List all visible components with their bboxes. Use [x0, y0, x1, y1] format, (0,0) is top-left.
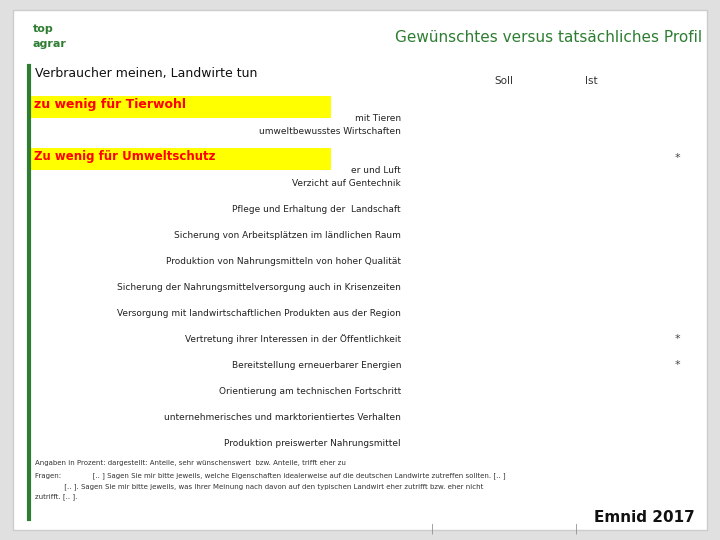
Text: umweltbewusstes Wirtschaften: umweltbewusstes Wirtschaften: [259, 127, 401, 136]
Text: Fragen:              [.. ] Sagen Sie mir bitte jeweils, welche Eigenschaften ide: Fragen: [.. ] Sagen Sie mir bitte jeweil…: [35, 472, 505, 478]
Text: *: *: [675, 360, 680, 370]
Text: Ist: Ist: [585, 76, 598, 86]
Text: agrar: agrar: [32, 39, 66, 49]
Text: [.. ]. Sagen Sie mir bitte jeweils, was Ihrer Meinung nach davon auf den typisch: [.. ]. Sagen Sie mir bitte jeweils, was …: [35, 483, 483, 490]
Text: mit Tieren: mit Tieren: [355, 114, 401, 123]
Text: top: top: [32, 24, 53, 35]
Text: Produktion preiswerter Nahrungsmittel: Produktion preiswerter Nahrungsmittel: [225, 439, 401, 448]
Text: Orientierung am technischen Fortschritt: Orientierung am technischen Fortschritt: [219, 387, 401, 396]
Text: Versorgung mit landwirtschaftlichen Produkten aus der Region: Versorgung mit landwirtschaftlichen Prod…: [117, 309, 401, 318]
Text: Angaben in Prozent: dargestellt: Anteile, sehr wünschenswert  bzw. Anteile, trif: Angaben in Prozent: dargestellt: Anteile…: [35, 460, 346, 466]
Text: Pflege und Erhaltung der  Landschaft: Pflege und Erhaltung der Landschaft: [233, 205, 401, 214]
Text: *: *: [675, 334, 680, 345]
Text: Produktion von Nahrungsmitteln von hoher Qualität: Produktion von Nahrungsmitteln von hoher…: [166, 257, 401, 266]
Text: Emnid 2017: Emnid 2017: [594, 510, 695, 525]
Text: Sicherung von Arbeitsplätzen im ländlichen Raum: Sicherung von Arbeitsplätzen im ländlich…: [174, 231, 401, 240]
Text: zu wenig für Tierwohl: zu wenig für Tierwohl: [34, 98, 186, 111]
Text: Gewünschtes versus tatsächliches Profil: Gewünschtes versus tatsächliches Profil: [395, 30, 702, 45]
Text: Verbraucher meinen, Landwirte tun: Verbraucher meinen, Landwirte tun: [35, 68, 257, 80]
Text: *: *: [675, 153, 680, 163]
Text: Zu wenig für Umweltschutz: Zu wenig für Umweltschutz: [34, 150, 215, 163]
Text: unternehmerisches und marktorientiertes Verhalten: unternehmerisches und marktorientiertes …: [164, 413, 401, 422]
Text: Bereitstellung erneuerbarer Energien: Bereitstellung erneuerbarer Energien: [232, 361, 401, 370]
Text: |: |: [431, 524, 433, 534]
Text: Soll: Soll: [495, 76, 513, 86]
Text: Sicherung der Nahrungsmittelversorgung auch in Krisenzeiten: Sicherung der Nahrungsmittelversorgung a…: [117, 283, 401, 292]
Text: Verzicht auf Gentechnik: Verzicht auf Gentechnik: [292, 179, 401, 188]
Text: zutrifft. [.. ].: zutrifft. [.. ].: [35, 494, 77, 500]
Text: |: |: [575, 524, 577, 534]
Text: er und Luft: er und Luft: [351, 166, 401, 176]
Text: Vertretung ihrer Interessen in der Öffentlichkeit: Vertretung ihrer Interessen in der Öffen…: [185, 335, 401, 345]
